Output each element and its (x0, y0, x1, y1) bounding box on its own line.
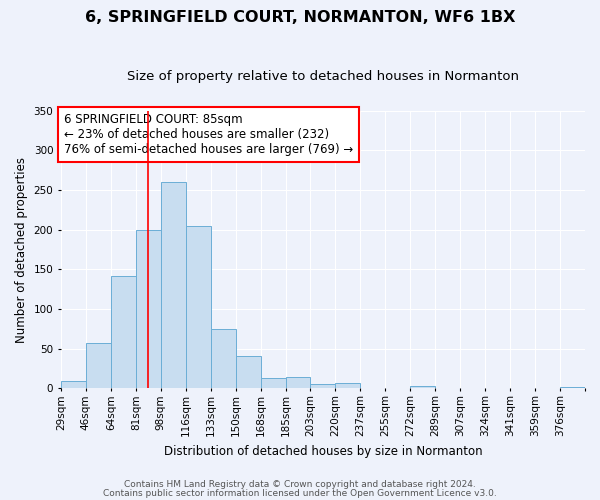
Bar (335, 383, 361, 388)
Bar (186, 226, 211, 388)
Y-axis label: Number of detached properties: Number of detached properties (15, 156, 28, 342)
Bar (560, 387, 585, 388)
Text: 6, SPRINGFIELD COURT, NORMANTON, WF6 1BX: 6, SPRINGFIELD COURT, NORMANTON, WF6 1BX (85, 10, 515, 25)
Title: Size of property relative to detached houses in Normanton: Size of property relative to detached ho… (127, 70, 519, 83)
Bar (61, 380, 86, 388)
Text: Contains HM Land Registry data © Crown copyright and database right 2024.: Contains HM Land Registry data © Crown c… (124, 480, 476, 489)
Bar (211, 329, 236, 388)
X-axis label: Distribution of detached houses by size in Normanton: Distribution of detached houses by size … (164, 444, 482, 458)
Bar (136, 230, 161, 388)
Text: Contains public sector information licensed under the Open Government Licence v3: Contains public sector information licen… (103, 488, 497, 498)
Text: 6 SPRINGFIELD COURT: 85sqm
← 23% of detached houses are smaller (232)
76% of sem: 6 SPRINGFIELD COURT: 85sqm ← 23% of deta… (64, 114, 353, 156)
Bar (260, 378, 286, 388)
Bar (111, 276, 136, 388)
Bar (86, 343, 111, 388)
Bar (310, 384, 335, 388)
Bar (236, 356, 260, 388)
Bar (410, 386, 435, 388)
Bar (286, 378, 310, 388)
Bar (161, 182, 186, 388)
